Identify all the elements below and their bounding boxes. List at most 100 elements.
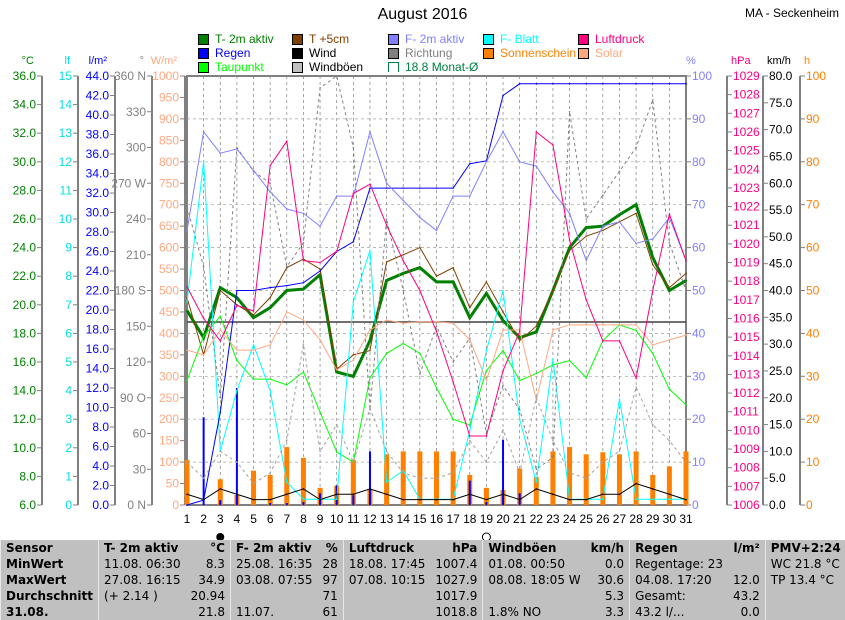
data-point-regen <box>386 187 388 189</box>
data-point-t-2m-aktiv <box>519 337 521 339</box>
data-point-t-5cm <box>669 287 671 289</box>
data-point-richtung <box>203 266 205 268</box>
table-cell: 1007.4 <box>430 556 483 572</box>
x-tick-label: 2 <box>200 512 207 526</box>
bar-regen-tag- <box>302 502 304 505</box>
data-point-luftdruck <box>402 260 404 262</box>
data-point-taupunkt <box>419 353 421 355</box>
data-point-t-2m-aktiv <box>219 287 221 289</box>
data-point-f-blatt <box>203 161 205 163</box>
axis-tick-label: 42.0 <box>86 89 110 103</box>
axis-tick-label: 55.0 <box>769 203 793 217</box>
x-tick-label: 19 <box>480 512 494 526</box>
table-cell: (+ 2.14 ) <box>99 588 186 604</box>
data-point-t-5cm <box>219 290 221 292</box>
data-point-solar <box>419 321 421 323</box>
axis-tick-label: 1015 <box>733 330 760 344</box>
data-point-luftdruck <box>552 144 554 146</box>
data-point-luftdruck <box>186 286 188 288</box>
data-point-f-blatt <box>469 430 471 432</box>
data-point-t-5cm <box>585 235 587 237</box>
axis-tick-label: 1019 <box>733 256 760 270</box>
data-point-f-blatt <box>602 498 604 500</box>
data-point-taupunkt <box>685 404 687 406</box>
table-cell: F- 2m aktiv <box>230 540 317 556</box>
bar-sonnenschein <box>284 447 289 505</box>
axis-tick-label: 30 <box>692 369 706 383</box>
data-point-taupunkt <box>669 388 671 390</box>
data-point-t-5cm <box>419 247 421 249</box>
axis-tick-label: 8 <box>65 269 72 283</box>
axis-tick-label: 200 <box>159 412 179 426</box>
data-point-taupunkt <box>469 424 471 426</box>
axis-tick-label: 0 <box>692 498 699 512</box>
data-point-regen <box>552 83 554 85</box>
table-cell: 21.8 <box>186 604 231 620</box>
data-point-regen <box>685 83 687 85</box>
axis-tick-label: 70 <box>692 198 706 212</box>
axis-tick-label: 13 <box>59 126 73 140</box>
data-point-t-2m-aktiv <box>303 288 305 290</box>
axis-tick-label: 10.0 <box>13 441 37 455</box>
axis-tick-label: 44.0 <box>86 69 110 83</box>
data-point-richtung <box>353 147 355 149</box>
data-point-solar <box>386 319 388 321</box>
data-point-wind <box>552 493 554 495</box>
table-cell: 1018.8 <box>430 604 483 620</box>
axis-tick-label: 600 <box>159 241 179 255</box>
data-point-taupunkt <box>652 353 654 355</box>
data-point-wind <box>219 488 221 490</box>
axis-tick-label: 1009 <box>733 442 760 456</box>
data-point-f-2m-aktiv <box>602 225 604 227</box>
table-cell: 71 <box>318 588 344 604</box>
axis-tick-label: 800 <box>159 155 179 169</box>
axis-tick-label: 1025 <box>733 144 760 158</box>
data-point-richtung <box>619 171 621 173</box>
bar-regen-tag- <box>219 500 221 505</box>
data-point-wind <box>253 499 255 501</box>
data-point-solar <box>619 324 621 326</box>
data-point-windb-en <box>536 397 538 399</box>
data-point-solar <box>469 339 471 341</box>
data-point-wind <box>635 483 637 485</box>
data-point-richtung <box>502 385 504 387</box>
data-point-t-2m-aktiv <box>353 376 355 378</box>
data-point-regen <box>369 187 371 189</box>
table-cell: PMV+2:24 <box>765 540 845 556</box>
data-point-f-blatt <box>369 250 371 252</box>
axis-tick-label: 30 <box>133 462 147 476</box>
axis-tick-label: 40.0 <box>769 284 793 298</box>
data-point-windb-en <box>519 472 521 474</box>
axis-tick-label: 50 <box>692 284 706 298</box>
table-cell: 11.08. 06:30 <box>99 556 186 572</box>
axis-tick-label: 240 <box>126 212 146 226</box>
data-point-regen <box>253 290 255 292</box>
axis-tick-label: 1023 <box>733 181 760 195</box>
data-point-wind <box>203 499 205 501</box>
data-point-windb-en <box>669 440 671 442</box>
data-point-windb-en <box>652 424 654 426</box>
data-point-regen <box>669 83 671 85</box>
x-tick-label: 1 <box>184 512 191 526</box>
axis-tick-label: 1021 <box>733 218 760 232</box>
data-point-solar <box>402 322 404 324</box>
axis-tick-label: 90 <box>806 112 820 126</box>
x-tick-label: 13 <box>380 512 394 526</box>
x-tick-label: 7 <box>283 512 290 526</box>
bar-sonnenschein <box>268 475 273 505</box>
data-point-luftdruck <box>669 213 671 215</box>
bar-regen-tag- <box>352 495 354 505</box>
data-point-f-2m-aktiv <box>619 221 621 223</box>
data-point-f-blatt <box>336 498 338 500</box>
data-point-taupunkt <box>336 451 338 453</box>
data-point-f-2m-aktiv <box>369 131 371 133</box>
data-point-taupunkt <box>286 384 288 386</box>
axis-tick-label: 1011 <box>733 405 759 419</box>
axis-tick-label: 12.0 <box>86 381 110 395</box>
data-point-windb-en <box>369 408 371 410</box>
axis-tick-label: 7 <box>65 298 72 312</box>
data-point-solar <box>685 334 687 336</box>
